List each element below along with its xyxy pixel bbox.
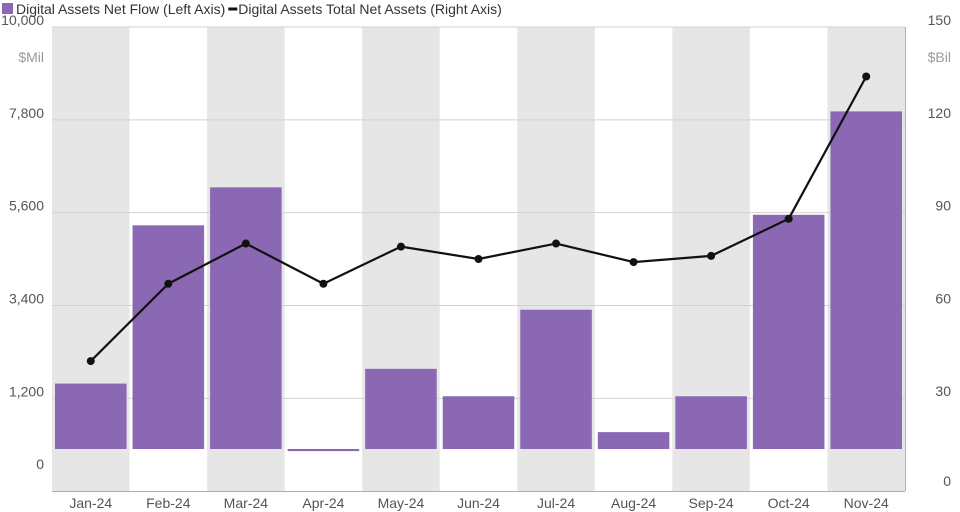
- right-tick-label: 60: [935, 290, 951, 306]
- legend-swatch-total-net-assets: [228, 7, 238, 11]
- bar-apr-24: [287, 449, 360, 452]
- legend-label-net-flow: Digital Assets Net Flow (Left Axis): [16, 1, 225, 17]
- x-tick-label: Jul-24: [537, 495, 575, 511]
- point-jan-24: [86, 357, 95, 366]
- x-tick-label: May-24: [378, 495, 425, 511]
- bar-aug-24: [597, 432, 670, 449]
- x-tick-label: Aug-24: [611, 495, 656, 511]
- left-tick-label: 5,600: [9, 198, 44, 214]
- x-tick-label: Jan-24: [69, 495, 112, 511]
- x-tick-label: Apr-24: [302, 495, 344, 511]
- x-tick-label: Jun-24: [457, 495, 500, 511]
- bar-jun-24: [442, 396, 515, 449]
- point-apr-24: [319, 279, 328, 288]
- right-tick-label: 150: [928, 12, 952, 28]
- x-tick-label: Sep-24: [689, 495, 734, 511]
- right-tick-label: 30: [935, 383, 951, 399]
- point-mar-24: [241, 239, 250, 248]
- bar-mar-24: [210, 187, 282, 450]
- legend-label-total-net-assets: Digital Assets Total Net Assets (Right A…: [238, 1, 502, 17]
- bar-feb-24: [132, 225, 205, 449]
- x-tick-label: Feb-24: [146, 495, 191, 511]
- point-jul-24: [552, 239, 561, 248]
- bar-jan-24: [55, 383, 127, 449]
- bar-may-24: [365, 368, 437, 449]
- total-net-assets-line: [86, 72, 871, 366]
- bar-sep-24: [675, 396, 747, 449]
- legend-swatch-net-flow: [2, 3, 13, 14]
- right-tick-label: 90: [935, 198, 951, 214]
- bar-jul-24: [520, 309, 592, 449]
- bar-oct-24: [752, 214, 825, 449]
- left-axis: 10,000 7,800 5,600 3,400 1,200 0 $Mil: [1, 12, 44, 472]
- point-feb-24: [164, 279, 173, 288]
- left-tick-label: 10,000: [1, 12, 44, 28]
- left-tick-label: 7,800: [9, 105, 44, 121]
- point-may-24: [396, 242, 405, 251]
- x-tick-label: Mar-24: [224, 495, 269, 511]
- left-axis-unit: $Mil: [18, 49, 44, 65]
- right-axis-unit: $Bil: [928, 49, 951, 65]
- x-tick-label: Nov-24: [844, 495, 889, 511]
- legend: Digital Assets Net Flow (Left Axis) Digi…: [2, 1, 502, 17]
- bar-nov-24: [830, 111, 902, 450]
- right-tick-label: 120: [928, 105, 952, 121]
- point-sep-24: [707, 251, 716, 260]
- point-nov-24: [862, 72, 871, 81]
- left-tick-label: 3,400: [9, 291, 44, 307]
- bars: [55, 111, 902, 452]
- point-jun-24: [474, 255, 483, 263]
- x-axis: Jan-24 Feb-24 Mar-24 Apr-24 May-24 Jun-24 Jul-…: [52, 491, 905, 511]
- x-tick-label: Oct-24: [768, 495, 810, 511]
- point-aug-24: [629, 258, 638, 267]
- point-oct-24: [784, 214, 793, 223]
- right-tick-label: 0: [943, 473, 951, 489]
- left-tick-label: 0: [36, 456, 44, 472]
- left-tick-label: 1,200: [9, 383, 44, 399]
- right-axis: 150 120 90 60 30 0 $Bil: [905, 12, 952, 491]
